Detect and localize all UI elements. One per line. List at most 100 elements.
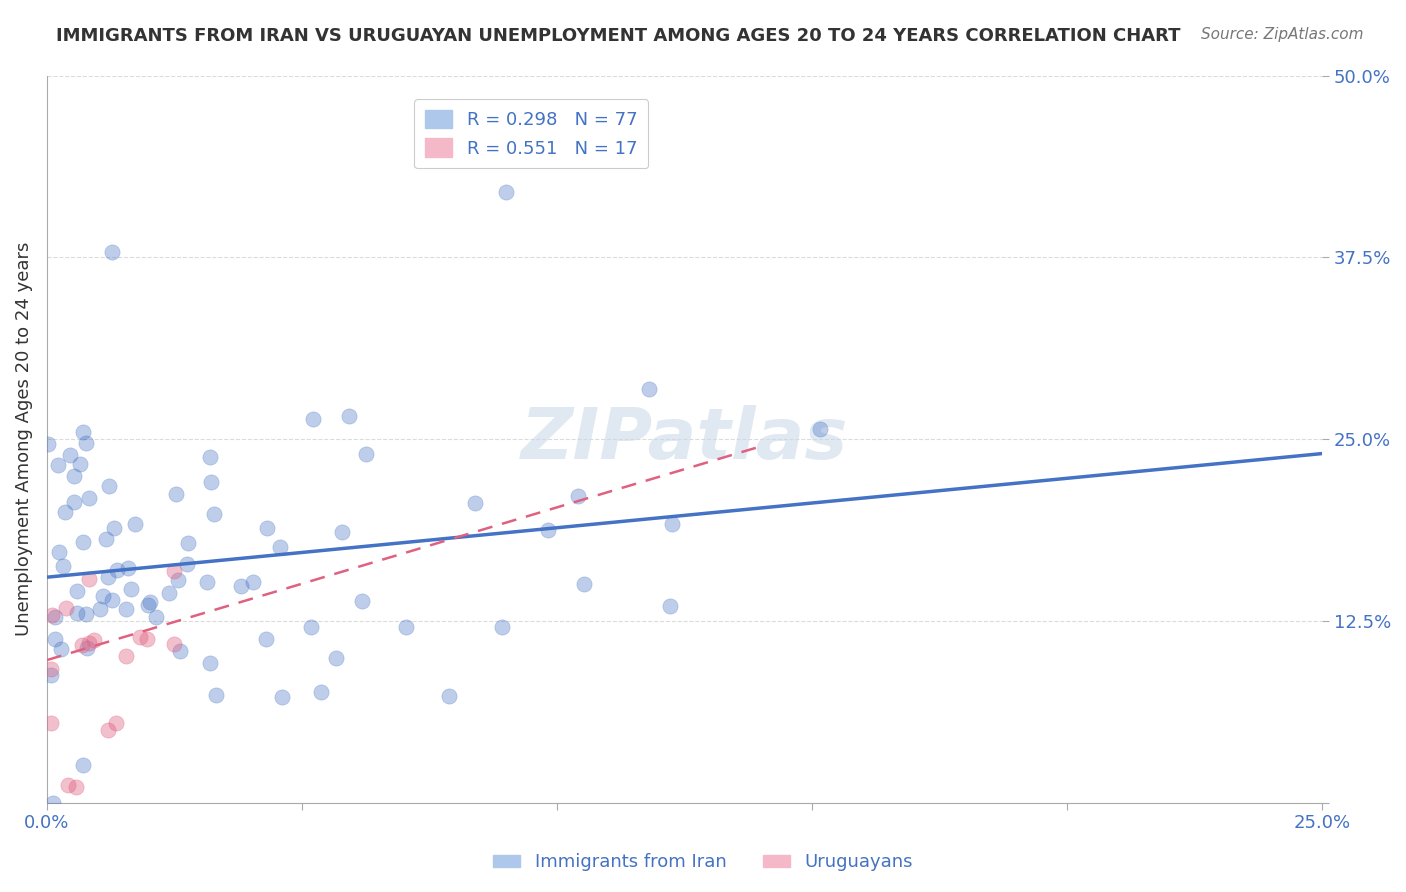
Y-axis label: Unemployment Among Ages 20 to 24 years: Unemployment Among Ages 20 to 24 years — [15, 242, 32, 636]
Point — [76, 640, 98, 655]
Point — [72, 425, 94, 440]
Point — [661, 516, 683, 531]
Point — [79, 572, 101, 586]
Point — [59, 448, 82, 462]
Point — [65, 780, 87, 794]
Legend: R = 0.298   N = 77, R = 0.551   N = 17: R = 0.298 N = 77, R = 0.551 N = 17 — [415, 99, 648, 169]
Point — [89, 602, 111, 616]
Point — [269, 541, 291, 555]
Point — [337, 409, 360, 424]
Point — [39, 668, 62, 682]
Point — [105, 563, 128, 577]
Point — [66, 584, 89, 599]
Point — [117, 560, 139, 574]
Point — [572, 577, 595, 591]
Point — [229, 579, 252, 593]
Point — [256, 521, 278, 535]
Point — [491, 620, 513, 634]
Point — [311, 685, 333, 699]
Point — [100, 593, 122, 607]
Text: Source: ZipAtlas.com: Source: ZipAtlas.com — [1201, 27, 1364, 42]
Point — [97, 723, 120, 737]
Point — [114, 648, 136, 663]
Point — [163, 564, 186, 578]
Point — [41, 716, 63, 731]
Point — [124, 516, 146, 531]
Point — [83, 632, 105, 647]
Point — [114, 602, 136, 616]
Point — [350, 594, 373, 608]
Point — [75, 607, 97, 622]
Legend: Immigrants from Iran, Uruguayans: Immigrants from Iran, Uruguayans — [486, 847, 920, 879]
Point — [105, 715, 128, 730]
Point — [70, 639, 93, 653]
Point — [395, 620, 418, 634]
Point — [176, 558, 198, 572]
Point — [567, 489, 589, 503]
Point — [72, 757, 94, 772]
Point — [299, 620, 322, 634]
Point — [242, 574, 264, 589]
Point — [202, 507, 225, 521]
Point — [177, 536, 200, 550]
Point — [271, 690, 294, 704]
Point — [128, 630, 150, 644]
Point — [437, 690, 460, 704]
Point — [53, 505, 76, 519]
Point — [72, 534, 94, 549]
Point — [41, 608, 63, 623]
Point — [46, 458, 69, 472]
Point — [97, 570, 120, 584]
Point — [163, 637, 186, 651]
Text: ZIPatlas: ZIPatlas — [520, 405, 848, 474]
Point — [103, 521, 125, 535]
Point — [48, 545, 70, 559]
Point — [204, 688, 226, 702]
Point — [637, 382, 659, 396]
Point — [39, 662, 62, 676]
Point — [354, 447, 377, 461]
Point — [55, 601, 77, 615]
Point — [200, 475, 222, 490]
Point — [120, 582, 142, 596]
Point — [79, 636, 101, 650]
Point — [325, 650, 347, 665]
Point — [94, 533, 117, 547]
Point — [464, 496, 486, 510]
Point — [302, 411, 325, 425]
Point — [139, 595, 162, 609]
Point — [97, 479, 120, 493]
Point — [37, 437, 59, 451]
Point — [810, 422, 832, 436]
Point — [136, 598, 159, 612]
Point — [49, 642, 72, 657]
Point — [52, 558, 75, 573]
Point — [536, 524, 558, 538]
Point — [44, 632, 66, 646]
Point — [56, 778, 79, 792]
Point — [198, 656, 221, 670]
Point — [100, 245, 122, 260]
Point — [167, 573, 190, 587]
Point — [330, 524, 353, 539]
Point — [169, 644, 191, 658]
Point — [63, 495, 86, 509]
Point — [79, 491, 101, 505]
Point — [44, 609, 66, 624]
Point — [62, 469, 84, 483]
Point — [198, 450, 221, 465]
Point — [165, 487, 187, 501]
Point — [659, 599, 682, 613]
Point — [69, 458, 91, 472]
Point — [195, 574, 218, 589]
Point — [135, 632, 157, 647]
Point — [145, 610, 167, 624]
Point — [495, 185, 517, 199]
Point — [93, 589, 115, 603]
Point — [42, 796, 65, 810]
Point — [75, 435, 97, 450]
Point — [254, 632, 277, 647]
Point — [157, 586, 180, 600]
Point — [66, 606, 89, 620]
Text: IMMIGRANTS FROM IRAN VS URUGUAYAN UNEMPLOYMENT AMONG AGES 20 TO 24 YEARS CORRELA: IMMIGRANTS FROM IRAN VS URUGUAYAN UNEMPL… — [56, 27, 1181, 45]
